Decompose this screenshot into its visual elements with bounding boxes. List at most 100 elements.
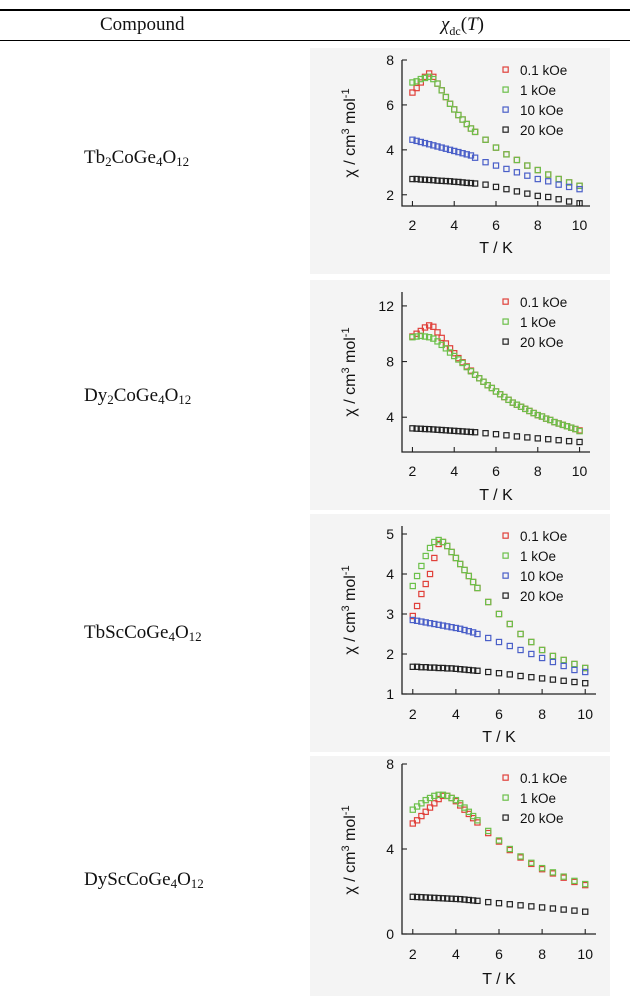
data-point <box>465 572 473 580</box>
data-point <box>438 334 445 342</box>
data-point <box>549 869 557 876</box>
x-tick-label: 10 <box>572 217 588 233</box>
data-point <box>576 427 583 435</box>
data-point <box>482 136 489 143</box>
data-point <box>463 120 470 128</box>
data-point <box>409 612 416 620</box>
chi-vs-t-chart-dy2coge4o12: 2 4 6 8 10 4 8 12 T / K χ / cm3 mol-1 0.1 kOe 1 kOe… <box>340 292 590 504</box>
data-point <box>465 896 473 904</box>
chart-panel-2: 2 4 6 8 10 4 8 12 T / K χ / cm3 mol-1 0.1 kOe 1 kOe… <box>310 280 610 510</box>
data-point <box>474 584 481 592</box>
formula-part: DyScCoGe <box>84 869 171 890</box>
data-point <box>463 151 470 158</box>
data-point <box>506 845 513 853</box>
data-point <box>474 630 481 638</box>
legend-label: 10 kOe <box>520 103 564 118</box>
data-point <box>446 349 454 356</box>
data-point <box>528 674 535 681</box>
data-point <box>582 664 589 672</box>
legend-marker <box>502 126 509 133</box>
data-point <box>413 893 421 901</box>
data-point <box>471 371 479 378</box>
data-point <box>495 837 503 844</box>
axis-line <box>401 526 596 695</box>
data-point <box>448 665 455 672</box>
legend-marker <box>502 66 509 73</box>
data-point <box>571 907 578 914</box>
data-point <box>495 610 503 618</box>
data-point <box>413 333 420 340</box>
data-point <box>446 178 454 185</box>
data-point <box>467 179 475 187</box>
data-point <box>426 664 434 671</box>
data-point <box>430 176 437 184</box>
data-point <box>571 660 578 668</box>
data-point <box>430 323 437 330</box>
data-point <box>413 602 421 610</box>
data-point <box>451 352 458 360</box>
data-point <box>457 625 464 632</box>
data-point <box>457 560 464 568</box>
legend-label: 1 kOe <box>520 315 556 330</box>
data-point <box>545 436 552 443</box>
legend-marker <box>502 552 509 559</box>
data-point <box>457 800 464 807</box>
data-point <box>421 333 429 340</box>
data-point <box>524 162 531 169</box>
chi-vs-t-chart-dysccoge4o12: 2 4 6 8 10 0 4 8 T / K χ / cm3 mol-1 0.1 kOe 1 kOe 2… <box>340 756 596 988</box>
data-point <box>524 434 531 441</box>
data-point <box>422 619 429 626</box>
data-point <box>409 582 416 590</box>
chi-symbol: χ <box>441 14 450 35</box>
data-point <box>560 656 567 664</box>
data-point <box>545 171 552 178</box>
chi-arg-close: ) <box>477 14 484 35</box>
data-point <box>459 179 466 186</box>
compound-name-tbsccoge4o12: TbScCoGe4O12 <box>84 622 202 645</box>
data-point <box>582 880 589 888</box>
data-point <box>459 150 466 157</box>
data-point <box>431 894 438 902</box>
data-point <box>444 542 451 550</box>
data-point <box>506 671 513 678</box>
data-point <box>422 894 429 901</box>
data-point <box>528 859 535 867</box>
data-point <box>451 106 458 113</box>
data-point <box>549 905 557 912</box>
data-point <box>451 106 458 113</box>
data-point <box>555 196 562 203</box>
x-tick-label: 6 <box>495 946 503 962</box>
data-point <box>534 435 541 442</box>
formula-subscript: 12 <box>176 154 190 169</box>
data-point <box>560 906 567 913</box>
data-point <box>474 897 481 905</box>
data-point <box>513 433 521 440</box>
data-point <box>506 901 513 908</box>
legend-marker <box>502 774 509 781</box>
data-point <box>555 175 562 183</box>
legend-marker <box>502 592 509 599</box>
data-point <box>438 87 445 94</box>
y-axis-title: χ / cm3 mol-1 <box>340 88 359 177</box>
data-point <box>534 166 541 174</box>
data-point <box>434 329 441 336</box>
data-point <box>430 426 437 433</box>
compound-name-dysccoge4o12: DyScCoGe4O12 <box>84 869 204 892</box>
data-point <box>446 146 454 154</box>
data-point <box>517 646 524 654</box>
data-point <box>469 578 477 586</box>
compound-name-dy2coge4o12: Dy2CoGe4O12 <box>84 385 191 408</box>
x-axis-title: T / K <box>479 240 513 257</box>
data-point <box>571 660 578 668</box>
data-point <box>409 136 416 143</box>
data-point <box>426 804 434 811</box>
data-point <box>582 908 589 915</box>
data-point <box>513 156 521 164</box>
data-point <box>485 598 492 606</box>
y-tick-label: 4 <box>386 142 394 158</box>
chi-vs-t-chart-tb2coge4o12: 2 4 6 8 10 2 4 6 8 T / K χ / cm3 mol-1 0.1 kOe 1 kOe… <box>340 52 590 257</box>
chart-panel-1: 2 4 6 8 10 2 4 6 8 T / K χ / cm3 mol-1 0.1 kOe 1 kOe… <box>310 48 610 274</box>
data-point <box>482 158 489 166</box>
data-point <box>545 193 552 201</box>
data-point <box>555 181 562 188</box>
